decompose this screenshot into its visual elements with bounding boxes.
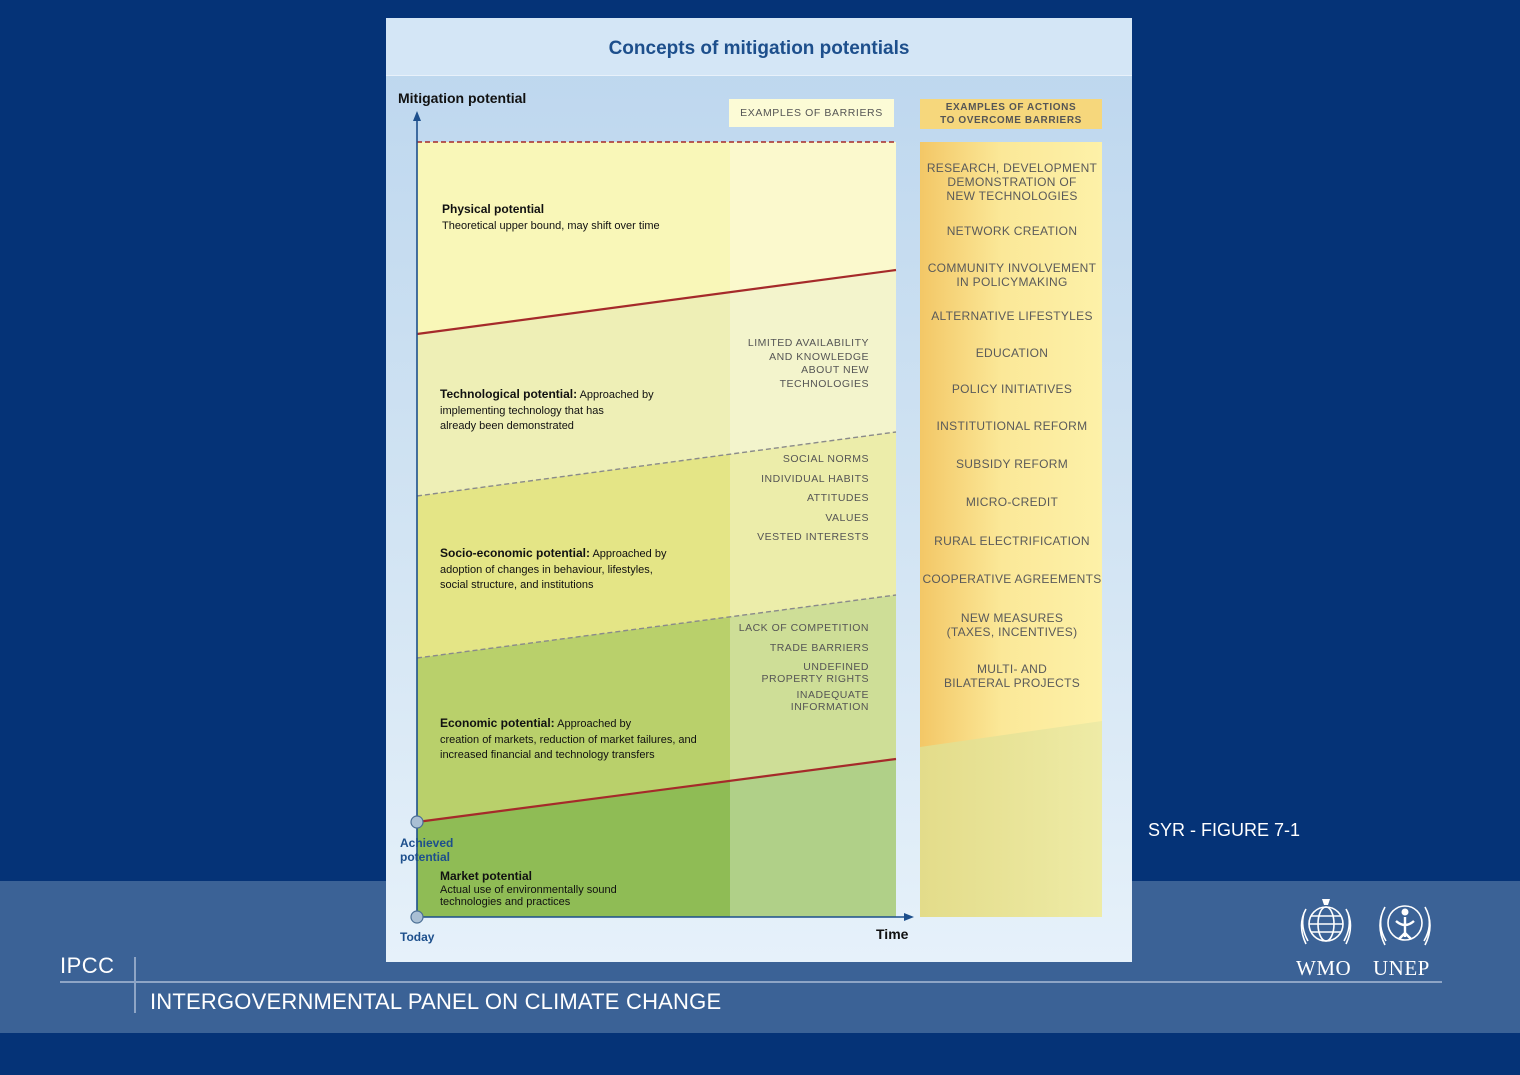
figure-card: Concepts of mitigation potentials	[386, 18, 1132, 962]
socio-economic-potential-zone	[417, 432, 896, 658]
physical-technological-boundary	[416, 268, 897, 336]
unep-emblem-icon	[1379, 905, 1431, 946]
action-item: COOPERATIVE AGREEMENTS	[922, 572, 1102, 586]
achieved-potential-label: Achieved potential	[400, 836, 454, 864]
socio-economic-boundary	[416, 594, 897, 659]
action-item: SUBSIDY REFORM	[956, 457, 1068, 471]
barrier-item: INDIVIDUAL HABITS	[761, 473, 869, 485]
action-item: COMMUNITY INVOLVEMENT IN POLICYMAKING	[927, 261, 1097, 289]
figure-reference: SYR - FIGURE 7-1	[1148, 820, 1301, 840]
figure-header	[386, 18, 1132, 76]
mitigation-potential-diagram	[410, 111, 1102, 924]
zone-description: Theoretical upper bound, may shift over …	[442, 219, 660, 232]
barrier-item: VESTED INTERESTS	[757, 531, 869, 543]
barrier-item: UNDEFINED PROPERTY RIGHTS	[761, 661, 869, 685]
zone-title: Economic potential:	[440, 716, 555, 730]
zone-description: Approached by implementing technology th…	[440, 389, 654, 432]
market-potential-zone	[417, 759, 896, 917]
barrier-item: LIMITED AVAILABILITY AND KNOWLEDGE ABOUT…	[747, 337, 869, 390]
barriers-header: EXAMPLES OF BARRIERS	[729, 99, 894, 127]
footer-divider	[60, 981, 1442, 983]
economic-potential-zone	[417, 595, 896, 822]
wmo-label: WMO	[1296, 956, 1352, 980]
technological-potential-label: Technological potential: Approached by i…	[440, 387, 654, 435]
barrier-item: INADEQUATE INFORMATION	[790, 689, 869, 713]
barrier-item: TRADE BARRIERS	[769, 642, 869, 654]
action-item: NEW MEASURES (TAXES, INCENTIVES)	[946, 611, 1078, 639]
zone-title: Market potential	[440, 869, 533, 883]
action-item: NETWORK CREATION	[946, 224, 1078, 238]
barrier-item: VALUES	[825, 512, 869, 524]
socio-economic-potential-label: Socio-economic potential: Approached by …	[440, 546, 666, 594]
physical-potential-label: Physical potential Theoretical upper bou…	[442, 202, 660, 234]
unep-label: UNEP	[1373, 956, 1430, 980]
economic-market-boundary	[416, 757, 897, 824]
action-item: RURAL ELECTRIFICATION	[934, 534, 1090, 548]
action-item: POLICY INITIATIVES	[951, 382, 1073, 396]
barrier-item: ATTITUDES	[806, 492, 869, 504]
achieved-potential-marker	[410, 815, 424, 829]
zone-description: Actual use of environmentally sound tech…	[440, 884, 617, 908]
wmo-emblem-icon	[1300, 899, 1352, 945]
technological-potential-zone	[417, 270, 896, 496]
action-item: INSTITUTIONAL REFORM	[936, 419, 1088, 433]
figure-title: Concepts of mitigation potentials	[608, 38, 910, 59]
y-axis-label: Mitigation potential	[398, 90, 527, 106]
action-item: ALTERNATIVE LIFESTYLES	[931, 309, 1093, 323]
action-item: RESEARCH, DEVELOPMENT DEMONSTRATION OF N…	[926, 161, 1098, 203]
zone-title: Physical potential	[442, 202, 545, 216]
actions-column-lower	[920, 721, 1102, 917]
actions-header: EXAMPLES OF ACTIONS TO OVERCOME BARRIERS	[920, 99, 1102, 129]
market-potential-label: Market potential Actual use of environme…	[440, 868, 617, 908]
barrier-item: SOCIAL NORMS	[782, 453, 869, 465]
barriers-column	[730, 142, 896, 917]
today-marker	[410, 910, 424, 924]
x-axis-label: Time	[876, 926, 909, 942]
today-label: Today	[400, 930, 435, 944]
technological-socio-boundary	[416, 431, 897, 497]
footer-divider-vertical	[134, 957, 136, 1013]
action-item: MICRO-CREDIT	[965, 495, 1059, 509]
action-item: EDUCATION	[975, 346, 1049, 360]
zone-description: Approached by adoption of changes in beh…	[440, 548, 667, 591]
zone-description: Approached by creation of markets, reduc…	[440, 718, 697, 761]
action-item: MULTI- AND BILATERAL PROJECTS	[943, 662, 1081, 690]
x-axis-arrow-icon	[904, 913, 914, 921]
organization-name: INTERGOVERNMENTAL PANEL ON CLIMATE CHANG…	[150, 989, 722, 1014]
zone-title: Socio-economic potential:	[440, 546, 591, 560]
economic-potential-label: Economic potential: Approached by creati…	[440, 716, 697, 764]
ipcc-short-name: IPCC	[60, 953, 115, 978]
y-axis-arrow-icon	[413, 111, 421, 121]
zone-title: Technological potential:	[440, 387, 578, 401]
barrier-item: LACK OF COMPETITION	[738, 622, 869, 634]
